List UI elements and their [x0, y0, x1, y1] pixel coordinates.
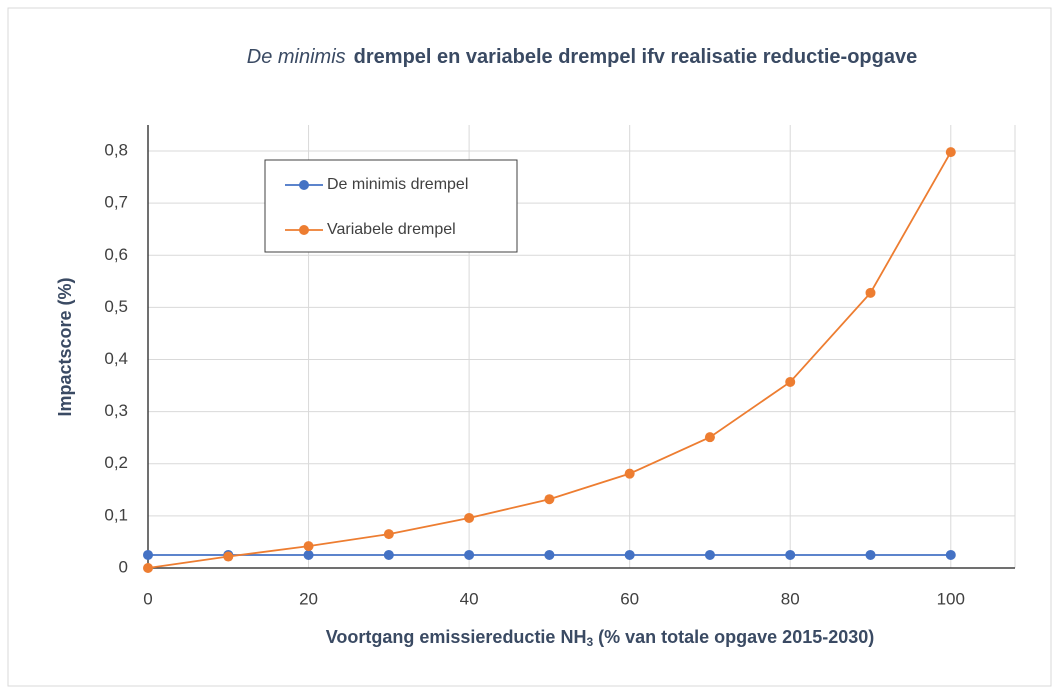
data-point	[143, 563, 153, 573]
data-point	[865, 549, 876, 560]
y-tick-label: 0,7	[104, 193, 128, 212]
y-axis-label: Impactscore (%)	[55, 277, 75, 416]
x-tick-label: 80	[781, 589, 800, 608]
title-rest: drempel en variabele drempel ifv realisa…	[354, 46, 918, 68]
data-point	[303, 549, 314, 560]
data-point	[544, 549, 555, 560]
legend-label: De minimis drempel	[327, 176, 468, 193]
y-tick-label: 0,3	[104, 401, 128, 420]
data-point	[464, 512, 475, 523]
x-tick-label: 60	[620, 589, 639, 608]
data-point	[143, 549, 153, 560]
y-tick-label: 0	[119, 557, 128, 576]
data-point	[945, 147, 956, 158]
y-tick-label: 0,8	[104, 141, 128, 160]
data-point	[704, 549, 715, 560]
x-label-sub: 3	[586, 635, 593, 649]
legend-box	[264, 159, 518, 253]
data-point	[544, 494, 555, 505]
data-point	[223, 551, 234, 562]
legend-label: Variabele drempel	[327, 221, 456, 238]
chart-title: De minimis drempel en variabele drempel i…	[247, 46, 917, 68]
y-tick-label: 0,4	[104, 349, 128, 368]
x-tick-label: 0	[143, 589, 152, 608]
data-point	[704, 432, 715, 443]
x-axis-label: Voortgang emissiereductie NH3 (% van tot…	[326, 627, 875, 649]
legend-swatch-dot	[299, 225, 309, 235]
data-point	[624, 468, 635, 479]
data-point	[865, 287, 876, 298]
x-tick-label: 20	[299, 589, 318, 608]
data-point	[464, 549, 475, 560]
title-italic: De minimis	[247, 46, 346, 68]
y-tick-label: 0,5	[104, 297, 128, 316]
data-point	[383, 549, 394, 560]
data-point	[624, 549, 635, 560]
data-point	[383, 529, 394, 540]
y-tick-label: 0,6	[104, 245, 128, 264]
x-label-part: Voortgang emissiereductie NH	[326, 627, 587, 647]
chart-frame	[7, 7, 1052, 687]
y-tick-label: 0,2	[104, 453, 128, 472]
data-point	[785, 549, 796, 560]
data-point	[945, 549, 956, 560]
y-tick-label: 0,1	[104, 505, 128, 524]
data-point	[303, 541, 314, 552]
x-tick-label: 40	[460, 589, 479, 608]
legend-swatch-dot	[299, 180, 309, 190]
data-point	[785, 376, 796, 387]
x-tick-label: 100	[937, 589, 965, 608]
x-label-part: (% van totale opgave 2015-2030)	[593, 627, 874, 647]
